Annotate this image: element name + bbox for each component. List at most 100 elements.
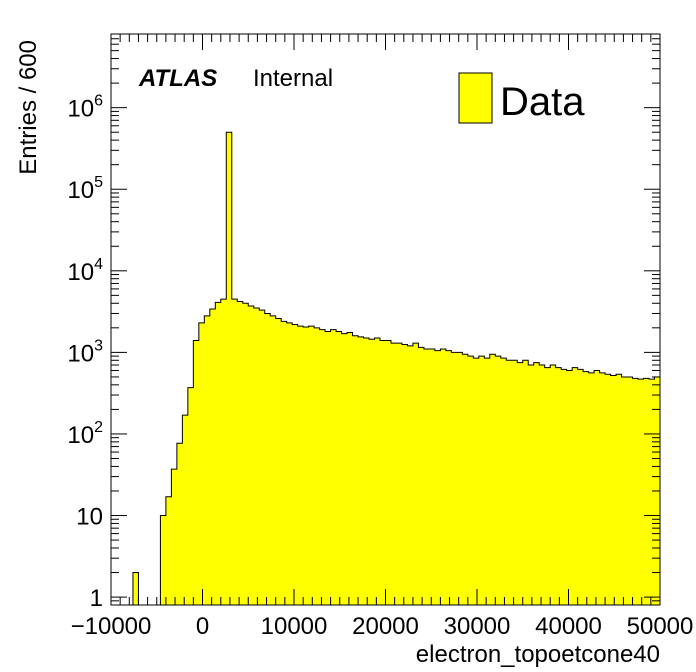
- x-tick-label: 40000: [535, 613, 602, 640]
- histogram-bar: [390, 343, 397, 605]
- histogram-bar: [478, 356, 485, 605]
- histogram-bar: [649, 379, 655, 605]
- histogram-bars: [111, 131, 661, 606]
- histogram-bar: [550, 365, 557, 605]
- histogram-bar: [264, 313, 271, 605]
- x-tick-label: 50000: [627, 613, 694, 640]
- y-axis-tick-labels: 1 10 102 103 104 105 106: [67, 93, 103, 612]
- histogram-bar: [341, 333, 348, 605]
- histogram-bar: [533, 362, 540, 605]
- x-tick-label: 0: [196, 613, 209, 640]
- histogram-bar: [308, 326, 315, 605]
- x-axis-ticks: [110, 34, 661, 605]
- histogram-outline: [111, 131, 661, 606]
- histogram-bar: [237, 301, 244, 605]
- histogram-bar: [544, 367, 551, 605]
- histogram-bar: [275, 318, 282, 605]
- histogram-bar: [517, 362, 524, 605]
- histogram-bar: [160, 515, 167, 605]
- internal-label: Internal: [253, 65, 333, 92]
- histogram-bar: [165, 496, 172, 605]
- histogram-bar: [621, 376, 628, 605]
- histogram-bar: [193, 340, 200, 605]
- histogram-bar: [539, 365, 546, 605]
- histogram-bar: [594, 370, 601, 605]
- x-axis-title: electron_topoetcone40: [416, 641, 660, 668]
- histogram-bar: [380, 340, 386, 605]
- histogram-bar: [226, 132, 233, 605]
- histogram-bar: [374, 338, 381, 605]
- y-tick-label: 106: [67, 93, 103, 123]
- histogram-bar: [506, 360, 513, 605]
- histogram-bar: [187, 387, 194, 605]
- histogram-bar: [292, 324, 299, 605]
- histogram-bar: [171, 469, 178, 605]
- histogram-bar: [588, 372, 595, 605]
- histogram-bar: [396, 343, 403, 605]
- y-tick-label: 10: [76, 504, 103, 531]
- histogram-bar: [610, 375, 617, 605]
- y-tick-label: 104: [67, 256, 103, 286]
- histogram-bar: [330, 329, 337, 605]
- histogram-bar: [583, 371, 590, 605]
- histogram-bar: [489, 354, 496, 605]
- histogram-bar: [572, 367, 579, 605]
- histogram-bar: [270, 315, 277, 605]
- histogram-bar: [522, 360, 529, 605]
- histogram-bar: [577, 369, 584, 605]
- histogram-bar: [473, 358, 480, 605]
- histogram-bar: [423, 349, 430, 605]
- histogram-bar: [182, 415, 189, 605]
- histogram-bar: [314, 327, 321, 605]
- x-tick-label: 10000: [261, 613, 328, 640]
- histogram-bar: [451, 352, 458, 605]
- histogram-bar: [434, 350, 441, 605]
- histogram-bar: [176, 443, 183, 605]
- histogram-bar: [605, 374, 611, 605]
- y-axis-ticks: [111, 33, 660, 606]
- histogram-bar: [643, 378, 650, 605]
- x-tick-label: −10000: [71, 613, 152, 640]
- histogram-bar: [369, 339, 375, 605]
- histogram-bar: [632, 378, 639, 605]
- histogram-bar: [198, 322, 205, 605]
- histogram-bar: [566, 370, 573, 605]
- y-tick-label: 103: [67, 337, 103, 367]
- histogram-bar: [638, 379, 644, 605]
- histogram-bar: [627, 376, 633, 605]
- histogram-bar: [511, 360, 518, 605]
- histogram-bar: [445, 350, 452, 605]
- histogram-bar: [215, 302, 222, 605]
- histogram-bar: [528, 365, 535, 605]
- x-axis-tick-labels: −10000 0 10000 20000 30000 40000 50000: [71, 613, 694, 640]
- histogram-bar: [363, 338, 370, 605]
- histogram-bar: [555, 367, 562, 605]
- histogram-bar: [132, 572, 139, 605]
- histogram-bar: [319, 329, 326, 605]
- y-tick-label: 1: [90, 585, 103, 612]
- histogram-bar: [599, 372, 606, 605]
- histogram-bar: [385, 340, 392, 605]
- histogram-bar: [336, 331, 342, 605]
- histogram-bar: [220, 299, 227, 605]
- y-tick-label: 105: [67, 174, 103, 204]
- histogram-bar: [429, 349, 436, 605]
- histogram-bar: [616, 374, 622, 605]
- histogram-bar: [242, 303, 249, 605]
- histogram-bar: [418, 347, 425, 605]
- histogram-bar: [253, 308, 260, 605]
- histogram-bar: [495, 356, 502, 605]
- histogram-bar: [248, 306, 255, 605]
- histogram-bar: [467, 356, 474, 605]
- histogram-bar: [281, 321, 288, 605]
- histogram-bar: [352, 335, 359, 605]
- histogram-bar: [286, 322, 293, 605]
- legend-swatch-data: [458, 72, 493, 124]
- histogram-bar: [231, 299, 238, 605]
- histogram-bar: [561, 369, 568, 605]
- legend-label-data: Data: [500, 80, 585, 124]
- x-tick-label: 30000: [444, 613, 511, 640]
- histogram-bar: [412, 343, 419, 605]
- histogram-bar: [440, 349, 447, 605]
- histogram-bar: [209, 309, 216, 605]
